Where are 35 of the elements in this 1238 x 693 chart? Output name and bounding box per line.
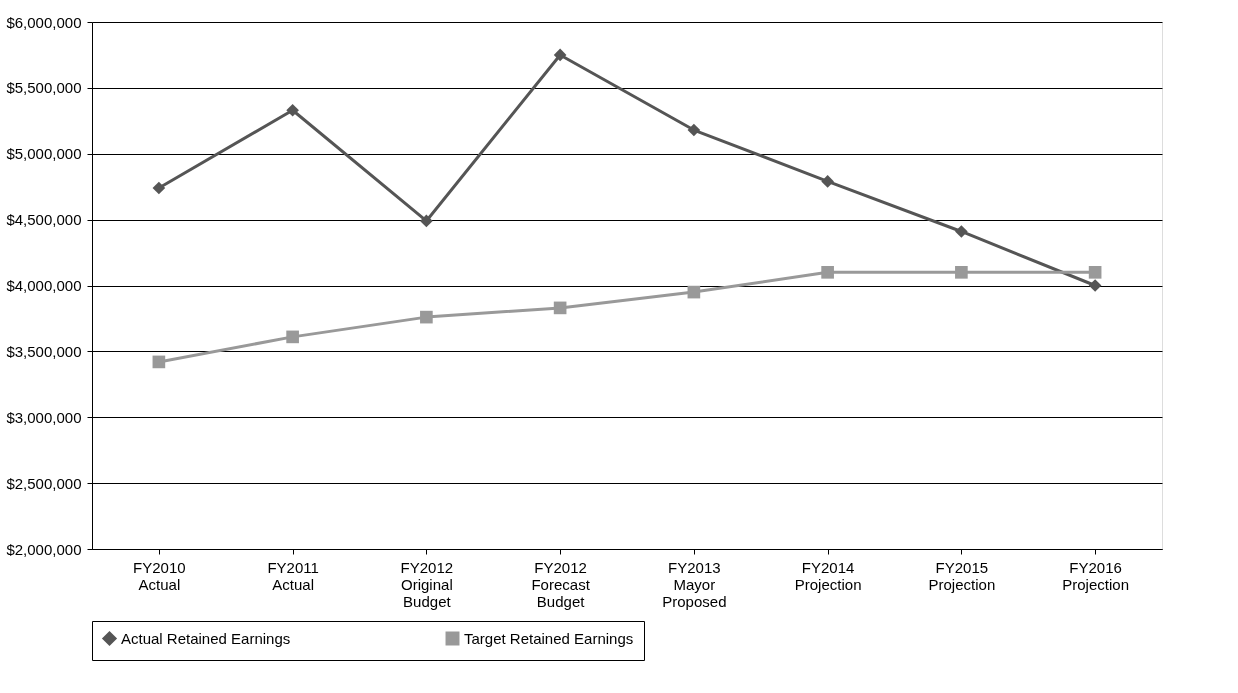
y-tick-label: $4,500,000 [6,211,82,229]
x-tick-label: FY2015 Projection [928,558,996,593]
y-tick-label: $5,000,000 [6,145,82,163]
x-tick-label: FY2012 Forecast Budget [531,558,591,610]
point [687,123,701,137]
point [152,181,166,195]
y-tick-label: $3,000,000 [6,408,82,426]
x-tick-label: FY2012 Original Budget [400,558,454,610]
legend-label: Target Retained Earnings [464,629,634,647]
x-tick-label: FY2016 Projection [1062,558,1129,593]
point [1088,279,1102,292]
legend-label: Actual Retained Earnings [121,629,291,647]
point [687,285,701,299]
point [955,225,968,238]
point [420,310,433,324]
point [553,48,567,62]
point [286,330,299,344]
point [955,266,968,279]
point [152,355,166,369]
x-tick-label: FY2014 Projection [794,558,862,593]
point [821,175,834,188]
y-tick-label: $2,500,000 [6,474,82,492]
y-tick-label: $2,000,000 [6,540,82,558]
x-tick-label: FY2011 Actual [267,558,319,593]
x-tick-label: FY2010 Actual [133,558,186,593]
point [420,214,433,228]
point [553,301,567,315]
y-tick-label: $5,500,000 [6,79,82,97]
y-tick-label: $4,000,000 [6,277,82,294]
y-tick-label: $6,000,000 [6,13,82,31]
point [286,103,299,117]
point [1088,266,1102,279]
x-tick-label: FY2013 Mayor Proposed [662,558,727,610]
point [821,266,834,279]
y-tick-label: $3,500,000 [6,342,82,360]
